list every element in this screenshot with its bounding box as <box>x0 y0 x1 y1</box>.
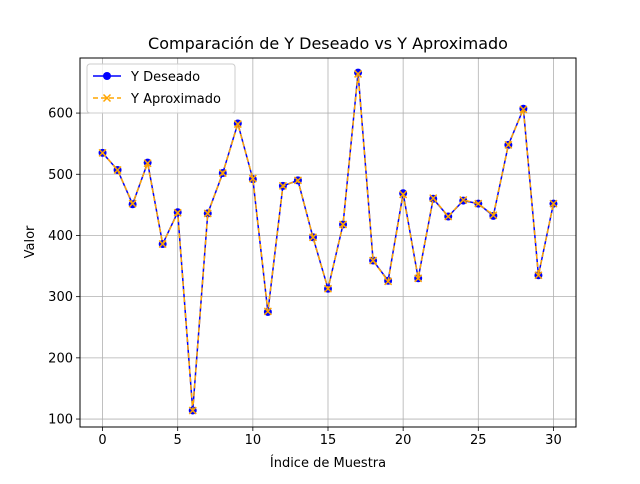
x-tick-label: 30 <box>545 433 562 448</box>
data-point-y-aproximado <box>384 277 393 286</box>
data-point-y-aproximado <box>278 181 287 190</box>
ticks: 0 5 10 15 20 25 30 100 200 300 400 500 600 <box>48 107 562 448</box>
data-point-y-aproximado <box>203 209 212 218</box>
data-point-y-aproximado <box>248 174 257 183</box>
data-point-y-aproximado <box>113 165 122 175</box>
x-tick-label: 10 <box>245 433 262 448</box>
legend-label-y-deseado: Y Deseado <box>130 70 200 85</box>
data-point-y-aproximado <box>263 307 272 316</box>
data-point-y-aproximado <box>188 406 197 415</box>
y-tick-label: 600 <box>48 107 73 122</box>
data-point-y-aproximado <box>158 239 167 249</box>
data-point-y-aproximado <box>519 105 528 114</box>
y-tick-label: 500 <box>48 168 73 183</box>
data-point-y-aproximado <box>504 140 513 149</box>
y-tick-label: 400 <box>48 229 73 244</box>
x-tick-label: 5 <box>174 433 182 448</box>
data-point-y-aproximado <box>399 190 408 199</box>
series-layer <box>98 68 558 415</box>
data-point-y-aproximado <box>534 271 543 280</box>
grid <box>80 58 576 427</box>
data-point-y-aproximado <box>233 120 242 129</box>
data-point-y-aproximado <box>143 159 152 168</box>
x-tick-label: 20 <box>395 433 412 448</box>
data-point-y-aproximado <box>489 211 498 220</box>
legend-marker-y-deseado <box>103 72 111 80</box>
data-point-y-aproximado <box>173 208 182 217</box>
chart-title: Comparación de Y Deseado vs Y Aproximado <box>148 34 508 53</box>
data-point-y-aproximado <box>549 199 558 208</box>
y-tick-label: 300 <box>48 290 73 305</box>
data-point-y-aproximado <box>369 256 378 265</box>
legend-label-y-aproximado: Y Aproximado <box>130 92 221 107</box>
x-tick-label: 0 <box>98 433 106 448</box>
data-point-y-aproximado <box>323 284 333 293</box>
data-point-y-deseado <box>399 189 408 198</box>
y-axis-label: Valor <box>23 225 38 258</box>
x-tick-label: 25 <box>470 433 487 448</box>
data-point-y-aproximado <box>98 148 107 157</box>
legend-marker-y-aproximado <box>102 93 112 103</box>
data-point-y-aproximado <box>354 69 363 78</box>
data-point-y-aproximado <box>414 274 423 283</box>
y-tick-label: 200 <box>48 351 73 366</box>
data-point-y-aproximado <box>308 233 318 242</box>
legend: Y Deseado Y Aproximado <box>86 63 236 114</box>
data-point-y-deseado <box>354 68 363 77</box>
data-point-y-aproximado <box>338 220 348 229</box>
data-point-y-aproximado <box>218 169 227 178</box>
y-tick-label: 100 <box>48 413 73 428</box>
legend-box <box>86 63 236 114</box>
data-point-y-aproximado <box>293 176 302 185</box>
data-point-y-aproximado <box>474 199 483 208</box>
data-point-y-aproximado <box>429 194 438 203</box>
data-point-y-aproximado <box>459 195 468 205</box>
data-point-y-aproximado <box>444 212 453 221</box>
data-point-y-aproximado <box>128 199 137 208</box>
x-axis-label: Índice de Muestra <box>270 455 386 471</box>
x-tick-label: 15 <box>320 433 337 448</box>
